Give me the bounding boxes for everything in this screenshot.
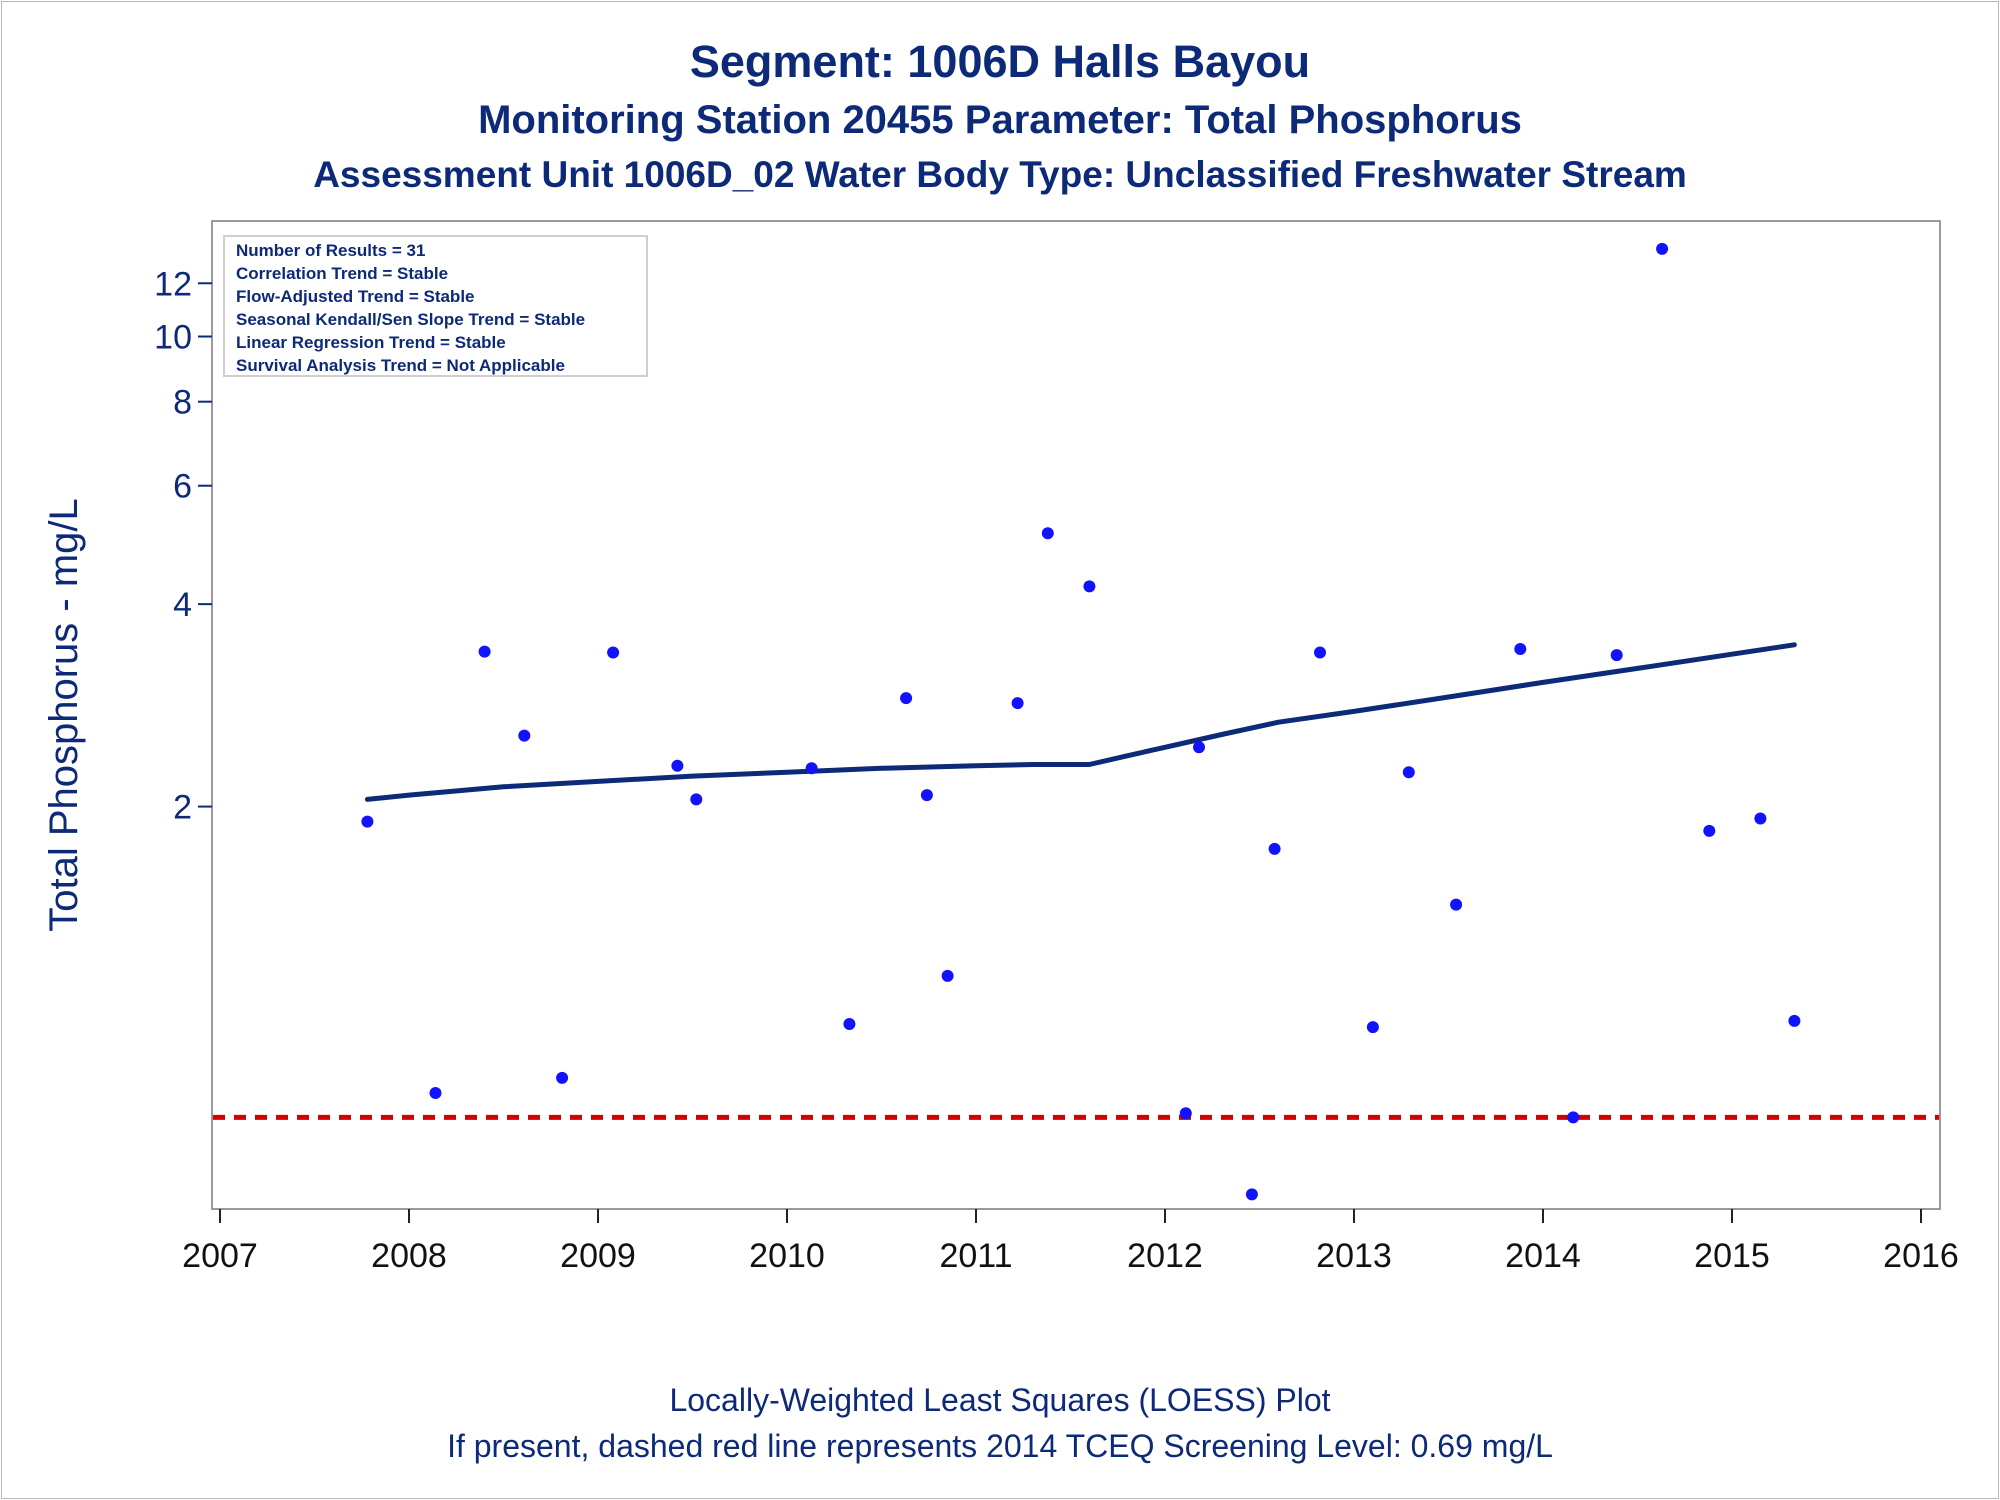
y-tick-label: 8 <box>173 384 192 422</box>
chart-title: Segment: 1006D Halls Bayou <box>689 36 1311 87</box>
data-point <box>671 759 684 772</box>
data-points <box>361 242 1801 1201</box>
stat-line: Correlation Trend = Stable <box>236 264 448 283</box>
y-tick-label: 2 <box>173 789 192 827</box>
data-point <box>843 1018 856 1030</box>
data-point <box>920 789 933 802</box>
x-tick-label: 2007 <box>182 1237 258 1275</box>
stat-line: Linear Regression Trend = Stable <box>236 333 506 352</box>
data-point <box>556 1071 569 1084</box>
x-tick-label: 2013 <box>1316 1237 1392 1275</box>
x-tick-label: 2008 <box>371 1237 447 1275</box>
x-tick-label: 2011 <box>939 1237 1012 1275</box>
data-point <box>900 692 913 705</box>
x-axis: 2007 2008 2009 2010 2011 2012 2013 2014 2015 2016 <box>182 1209 1959 1275</box>
x-tick-label: 2009 <box>560 1237 636 1275</box>
data-point <box>1083 580 1096 593</box>
data-point <box>361 815 374 828</box>
data-point <box>941 969 954 982</box>
x-tick-label: 2016 <box>1883 1237 1959 1275</box>
plot-area <box>211 220 1941 1210</box>
stat-line: Seasonal Kendall/Sen Slope Trend = Stabl… <box>236 310 585 329</box>
data-point <box>1567 1111 1580 1124</box>
data-point <box>1788 1014 1801 1027</box>
stat-line: Number of Results = 31 <box>236 241 425 260</box>
data-point <box>518 729 531 742</box>
data-point <box>1041 527 1054 540</box>
data-point <box>1610 649 1623 662</box>
loess-curve <box>364 642 1797 802</box>
data-point <box>429 1087 442 1099</box>
stats-box: Number of Results = 31 Correlation Trend… <box>223 235 648 377</box>
data-point <box>1245 1188 1258 1201</box>
data-point <box>1450 898 1463 911</box>
data-point <box>1366 1021 1379 1034</box>
chart-subtitle-station: Monitoring Station 20455 Parameter: Tota… <box>478 98 1522 142</box>
data-point <box>1268 842 1281 855</box>
y-axis-title: Total Phosphorus - mg/L <box>42 498 86 932</box>
chart-subtitle-assessment: Assessment Unit 1006D_02 Water Body Type… <box>313 154 1687 195</box>
loess-line <box>364 642 1797 802</box>
data-point <box>1514 643 1527 655</box>
y-tick-label: 4 <box>173 586 192 624</box>
x-tick-label: 2014 <box>1505 1237 1581 1275</box>
x-tick-label: 2015 <box>1694 1237 1770 1275</box>
data-point <box>1656 242 1669 255</box>
stat-line: Flow-Adjusted Trend = Stable <box>236 287 475 306</box>
y-axis: 2 4 6 8 10 12 <box>154 265 212 827</box>
x-tick-label: 2010 <box>749 1237 825 1275</box>
x-tick-label: 2012 <box>1127 1237 1203 1275</box>
data-point <box>805 762 818 775</box>
y-tick-label: 6 <box>173 468 192 506</box>
stat-line: Survival Analysis Trend = Not Applicable <box>236 356 565 375</box>
footnote-screening-level: If present, dashed red line represents 2… <box>447 1428 1553 1464</box>
footnote-loess: Locally-Weighted Least Squares (LOESS) P… <box>669 1382 1331 1418</box>
data-point <box>1179 1107 1192 1120</box>
data-point <box>690 793 703 806</box>
data-point <box>478 645 491 658</box>
y-tick-label: 10 <box>154 319 192 357</box>
data-point <box>1193 741 1205 754</box>
data-point <box>1011 697 1024 710</box>
data-point <box>1703 824 1716 837</box>
data-point <box>607 646 620 659</box>
data-point <box>1314 646 1326 659</box>
stats-box-border <box>223 235 648 377</box>
data-point <box>1754 812 1767 825</box>
y-tick-label: 12 <box>154 265 192 303</box>
data-point <box>1402 766 1415 779</box>
